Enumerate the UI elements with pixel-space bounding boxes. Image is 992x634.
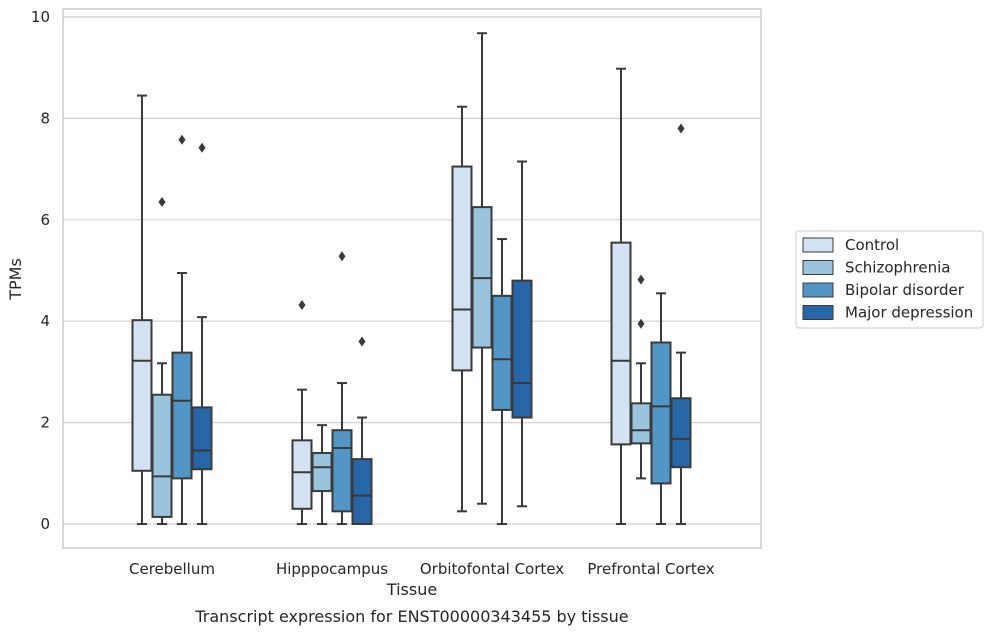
x-tick-label: Cerebellum (129, 560, 215, 578)
legend-swatch (802, 305, 834, 320)
box-iqr (610, 241, 632, 446)
legend-swatch (802, 260, 834, 275)
y-axis-label: TPMs (6, 258, 25, 301)
box-major-depression (191, 142, 213, 525)
legend-swatch (802, 237, 834, 253)
box-major-depression (511, 160, 533, 508)
legend-label: Schizophrenia (845, 259, 950, 277)
y-tick-label: 8 (40, 109, 50, 127)
box-bipolar-disorder (650, 292, 672, 525)
box-iqr (151, 393, 173, 518)
box-iqr (291, 439, 313, 510)
box-iqr (670, 397, 692, 469)
outlier-point (358, 336, 366, 347)
y-tick-label: 6 (40, 211, 50, 229)
box-bipolar-disorder (491, 238, 513, 525)
box-iqr (351, 458, 373, 526)
outlier-point (338, 251, 346, 262)
y-tick-label: 10 (31, 8, 50, 26)
box-major-depression (670, 123, 692, 525)
outlier-point (158, 197, 166, 208)
box-iqr (511, 279, 533, 419)
box-iqr (131, 319, 153, 472)
box-control (291, 299, 313, 525)
box-control (610, 67, 632, 525)
x-tick-label: Orbitofontal Cortex (420, 560, 564, 578)
legend-swatch (802, 282, 834, 298)
box-schizophrenia (151, 197, 173, 525)
legend-items: Control Schizophrenia Bipolar disorder Majo… (802, 236, 973, 322)
legend-label: Control (845, 236, 899, 254)
legend-label: Bipolar disorder (845, 281, 965, 299)
y-tick-labels: 0 2 4 6 8 10 (31, 8, 50, 533)
x-tick-label: Prefrontal Cortex (587, 560, 714, 578)
box-major-depression (351, 336, 373, 526)
legend-frame (795, 230, 984, 329)
box-iqr (630, 402, 652, 445)
y-tick-label: 4 (40, 312, 50, 330)
box-iqr (331, 429, 353, 513)
box-iqr (311, 452, 333, 493)
plot-frame (62, 8, 762, 549)
x-tick-labels: Cerebellum Hipppocampus Orbitofontal Corte… (129, 560, 715, 578)
legend-label: Major depression (845, 304, 973, 322)
box-schizophrenia (311, 424, 333, 525)
outlier-point (637, 318, 645, 329)
boxes-layer (131, 32, 692, 526)
y-tick-label: 0 (40, 515, 50, 533)
outlier-point (198, 142, 206, 153)
box-iqr (451, 165, 473, 372)
x-tick-label: Hipppocampus (276, 560, 388, 578)
box-bipolar-disorder (331, 251, 353, 525)
outlier-point (178, 134, 186, 145)
box-iqr (650, 341, 672, 485)
box-iqr (171, 351, 193, 480)
box-control (451, 105, 473, 513)
box-control (131, 94, 153, 525)
box-iqr (191, 406, 213, 471)
outlier-point (298, 299, 306, 310)
x-axis-label: Tissue (386, 580, 437, 599)
box-iqr (491, 294, 513, 411)
chart-caption: Transcript expression for ENST0000034345… (194, 607, 628, 626)
outlier-point (677, 123, 685, 134)
box-schizophrenia (630, 274, 652, 480)
legend: Control Schizophrenia Bipolar disorder Majo… (795, 230, 984, 329)
box-schizophrenia (471, 32, 493, 505)
outlier-point (637, 274, 645, 285)
y-tick-label: 2 (40, 414, 50, 432)
box-bipolar-disorder (171, 134, 193, 525)
